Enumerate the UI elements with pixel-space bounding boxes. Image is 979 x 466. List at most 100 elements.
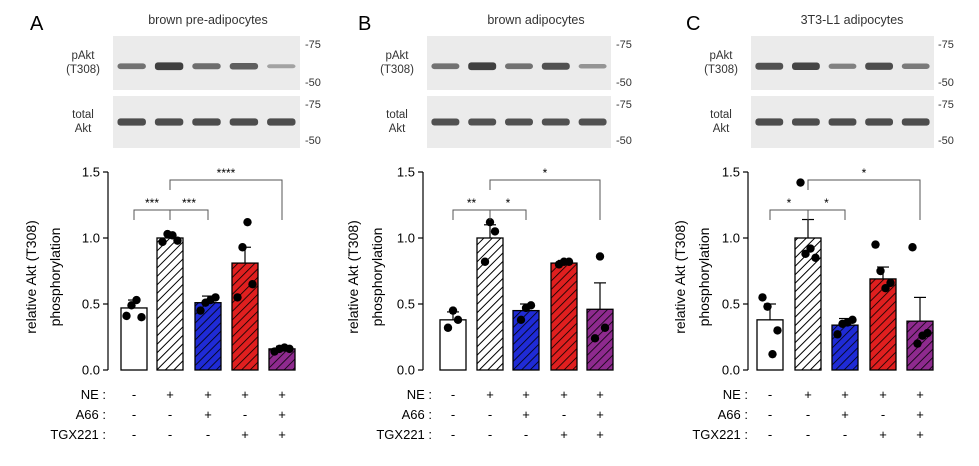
bar-3: [869, 278, 897, 371]
blot-label: (T308): [66, 64, 100, 76]
treatment-symbol: +: [522, 407, 530, 422]
bar-3: [550, 262, 578, 371]
treatment-symbol: -: [451, 387, 455, 402]
treatment-symbol: -: [243, 407, 247, 422]
mw-marker: -50: [305, 135, 321, 147]
treatment-label: NE :: [81, 387, 106, 402]
blot-band: [505, 118, 533, 126]
panel-title: brown adipocytes: [487, 13, 584, 27]
y-tick-label: 1.0: [82, 231, 100, 246]
pakt-blot: pAkt (T308) -75 -50: [66, 36, 321, 90]
y-axis-label: relative Akt (T308): [345, 220, 361, 334]
data-point: [285, 344, 294, 354]
bracket-line: [169, 179, 283, 220]
data-point: [173, 236, 182, 245]
treatment-symbol: +: [596, 387, 604, 402]
total-akt-blot: total Akt -75 -50: [710, 96, 954, 148]
blot-label: total: [386, 109, 408, 121]
blot-label: pAkt: [71, 50, 95, 62]
blot-label: total: [710, 109, 732, 121]
mw-marker: -75: [938, 39, 954, 51]
y-tick-label: 1.5: [722, 165, 740, 180]
y-tick-label: 1.0: [722, 231, 740, 246]
treatment-symbol: +: [560, 427, 568, 442]
bar-1: [476, 237, 504, 371]
treatment-symbol: -: [168, 427, 172, 442]
mw-marker: -75: [305, 99, 321, 111]
treatment-symbol: +: [560, 387, 568, 402]
bracket-line: [807, 209, 846, 220]
data-point: [516, 315, 526, 325]
significance-label: *: [824, 196, 829, 210]
blot-band: [154, 62, 184, 71]
bar-4: [586, 308, 614, 371]
data-point: [448, 306, 458, 315]
significance-bracket: ****: [169, 166, 283, 220]
y-tick-label: 0.5: [82, 297, 100, 312]
treatment-symbol: +: [596, 407, 604, 422]
blot-background: [113, 36, 300, 90]
data-point: [168, 231, 177, 240]
treatment-symbol: -: [806, 427, 810, 442]
data-point: [908, 243, 917, 252]
blot-label: total: [72, 109, 94, 121]
y-axis-label: phosphorylation: [47, 228, 63, 327]
data-point: [913, 339, 922, 348]
bracket-line: [133, 209, 171, 220]
significance-bracket: *: [489, 166, 601, 220]
significance-bracket: **: [452, 196, 491, 220]
treatment-symbol: -: [768, 407, 772, 422]
treatment-symbol: +: [879, 427, 887, 442]
blot-band: [117, 63, 146, 70]
blot-band: [541, 62, 570, 70]
data-point: [881, 283, 890, 293]
treatment-label: TGX221 :: [692, 427, 748, 442]
treatment-symbol: +: [278, 387, 286, 402]
blot-band: [541, 118, 570, 126]
treatment-symbol: -: [132, 407, 136, 422]
treatment-symbol: +: [916, 387, 924, 402]
treatment-symbol: +: [879, 387, 887, 402]
bracket-line: [807, 179, 921, 220]
treatment-symbol: +: [486, 387, 494, 402]
blot-band: [229, 62, 259, 70]
blot-band: [865, 62, 894, 70]
blot-band: [755, 62, 784, 70]
y-tick-label: 0.0: [82, 363, 100, 378]
treatment-symbol: -: [132, 387, 136, 402]
blot-band: [865, 118, 894, 126]
significance-label: *: [787, 196, 792, 210]
y-axis-label: relative Akt (T308): [672, 220, 688, 334]
blot-band: [267, 118, 296, 126]
treatment-symbol: +: [278, 407, 286, 422]
mw-marker: -50: [616, 135, 632, 147]
y-axis-label: phosphorylation: [696, 228, 712, 327]
treatment-label: NE :: [407, 387, 432, 402]
blot-label: Akt: [389, 123, 406, 135]
data-point: [485, 217, 495, 227]
data-point: [122, 311, 131, 321]
treatment-label: NE :: [723, 387, 748, 402]
mw-marker: -50: [938, 77, 954, 89]
bar-1: [156, 237, 184, 371]
significance-bracket: *: [489, 196, 527, 220]
mw-marker: -75: [938, 99, 954, 111]
data-point: [758, 293, 767, 302]
mw-marker: -75: [305, 39, 321, 51]
blot-label: (T308): [380, 64, 414, 76]
significance-label: *: [862, 166, 867, 180]
blot-band: [791, 118, 820, 126]
data-point: [833, 330, 842, 339]
treatment-symbol: +: [916, 427, 924, 442]
blot-background: [427, 36, 611, 90]
y-tick-label: 1.5: [82, 165, 100, 180]
treatment-label: A66 :: [76, 407, 106, 422]
treatment-symbol: +: [241, 427, 249, 442]
treatment-symbol: -: [451, 407, 455, 422]
mw-marker: -75: [616, 39, 632, 51]
treatment-symbol: +: [522, 387, 530, 402]
data-point: [248, 280, 257, 289]
data-point: [158, 237, 167, 247]
data-point: [923, 328, 932, 338]
